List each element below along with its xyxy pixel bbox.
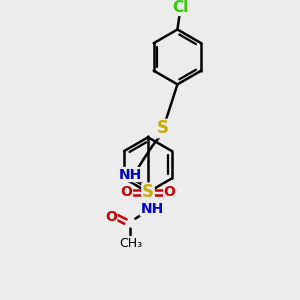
Text: O: O (121, 185, 132, 199)
Text: S: S (142, 183, 154, 201)
Text: NH: NH (119, 167, 142, 182)
Text: O: O (105, 210, 117, 224)
Text: S: S (157, 119, 169, 137)
Text: Cl: Cl (172, 0, 188, 15)
Text: O: O (164, 185, 176, 199)
Text: CH₃: CH₃ (119, 237, 142, 250)
Text: NH: NH (140, 202, 164, 216)
